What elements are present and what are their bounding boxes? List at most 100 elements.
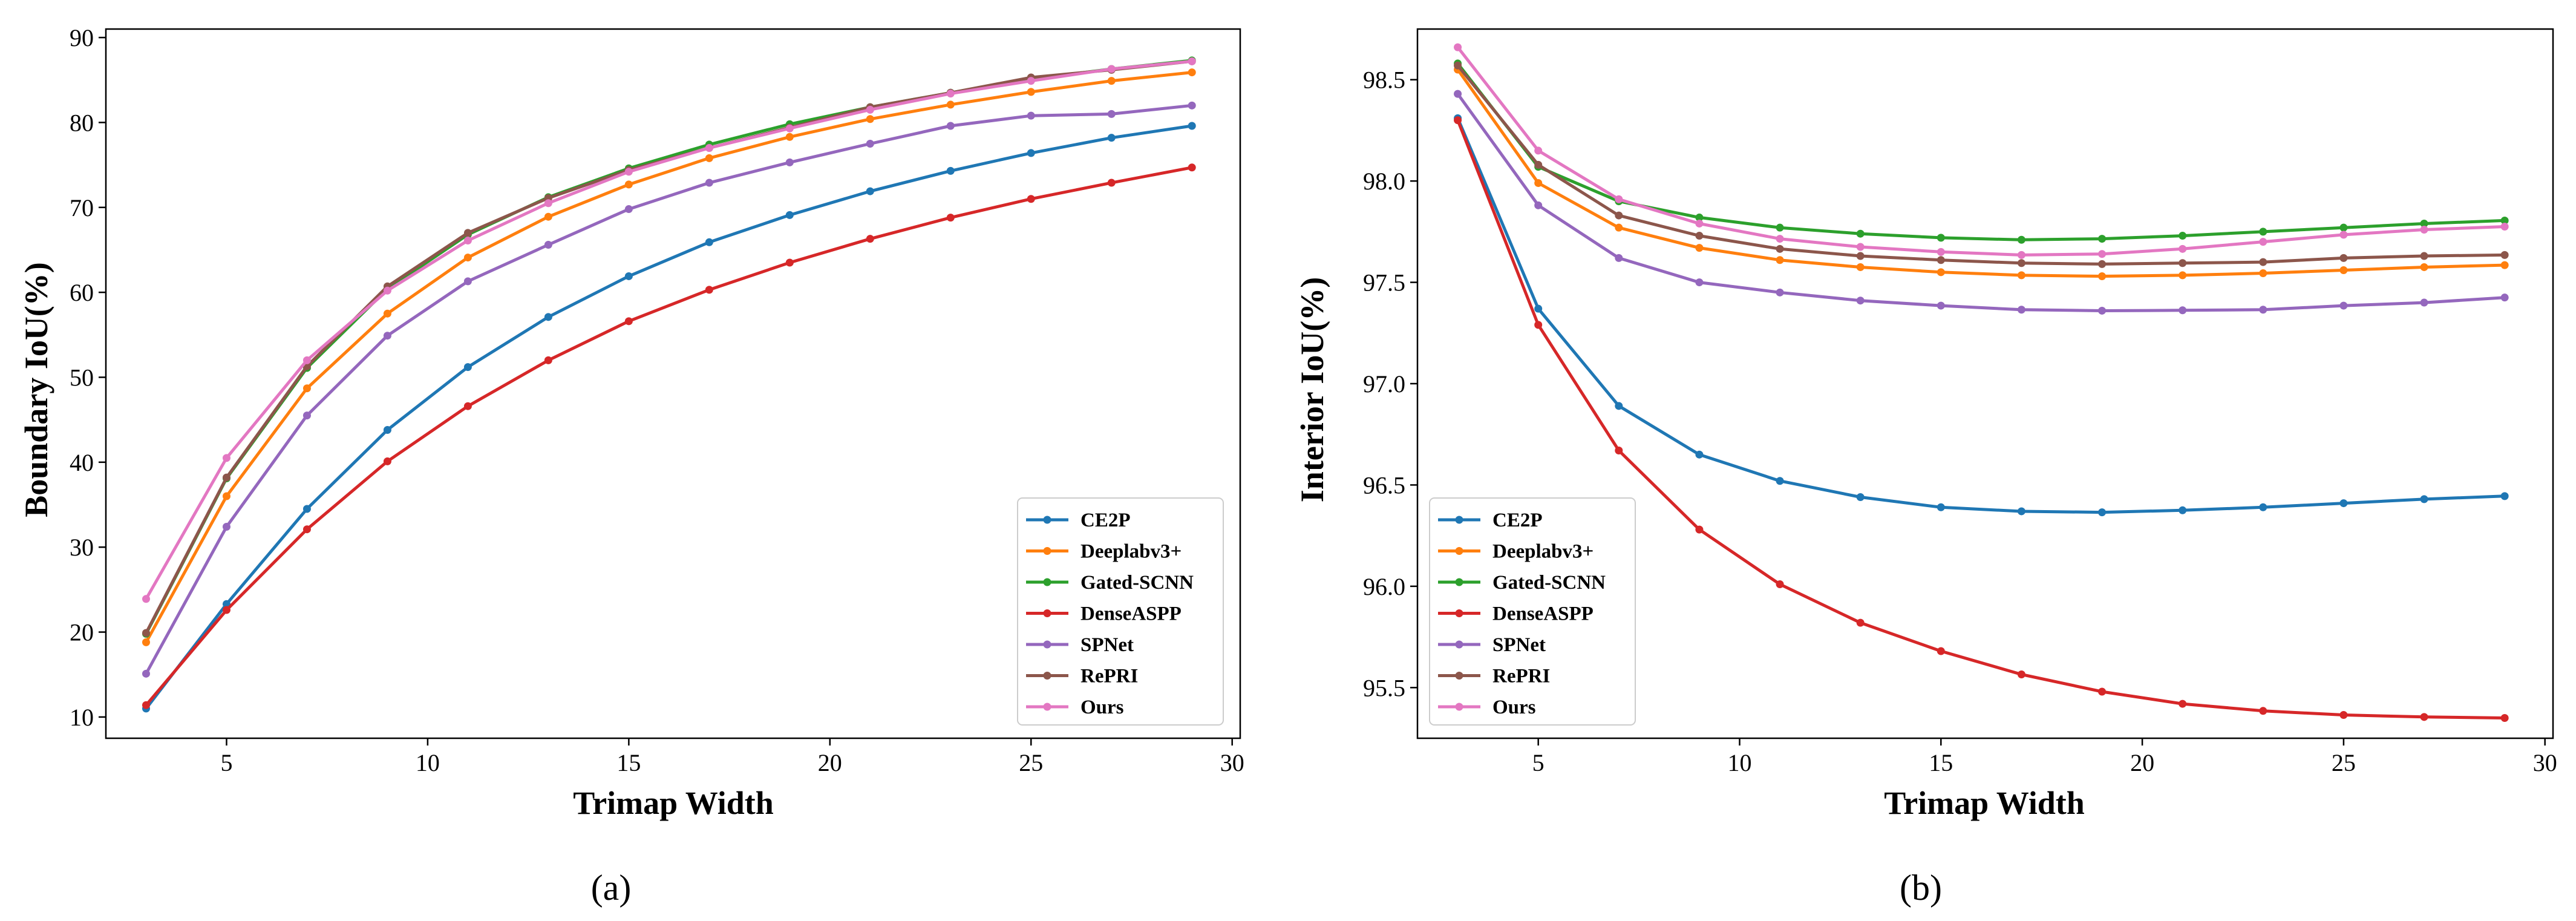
data-point-gated-scnn-b [2017, 235, 2025, 244]
data-point-gated-scnn-b [2500, 216, 2509, 225]
legend-label-gated-scnn-a: Gated-SCNN [1080, 572, 1194, 594]
legend-marker-deeplabv3--b [1455, 547, 1463, 555]
data-point-ce2p-b [2339, 499, 2348, 508]
data-point-repri-b [2420, 252, 2428, 260]
x-tick-label-b: 10 [1727, 749, 1751, 776]
y-tick-label-a: 80 [70, 109, 94, 136]
legend-label-repri-a: RePRI [1080, 666, 1138, 687]
data-point-spnet-b [2500, 293, 2509, 302]
data-point-ce2p-b [2259, 503, 2267, 511]
legend-box-b [1429, 497, 1636, 726]
legend-marker-ce2p-a [1043, 516, 1051, 524]
data-point-ours-b [1937, 247, 1945, 256]
x-tick-label-b: 5 [1532, 749, 1545, 776]
data-point-repri-b [2500, 251, 2509, 259]
data-point-ours-b [1534, 146, 1543, 155]
data-point-spnet-b [1615, 254, 1623, 262]
y-tick-label-b: 95.5 [1363, 674, 1405, 701]
data-point-ours-b [2017, 251, 2025, 259]
data-point-deeplabv3--b [2098, 272, 2107, 281]
data-point-spnet-b [2098, 306, 2107, 315]
legend-label-ours-a: Ours [1080, 696, 1124, 718]
legend-label-deeplabv3--b: Deeplabv3+ [1492, 541, 1594, 563]
data-point-ce2p-b [2017, 507, 2025, 516]
data-point-denseaspp-b [1695, 525, 1704, 534]
data-point-ours-b [1776, 235, 1784, 243]
data-point-denseaspp-a [544, 356, 552, 364]
data-point-denseaspp-a [705, 286, 713, 294]
data-point-ours-a [463, 236, 472, 244]
legend-marker-ours-a [1043, 703, 1051, 711]
x-tick-label-b: 15 [1929, 749, 1953, 776]
data-point-ours-b [2098, 250, 2107, 258]
data-point-repri-b [1695, 232, 1704, 240]
data-point-deeplabv3--a [624, 180, 633, 189]
data-point-gated-scnn-b [2259, 228, 2267, 236]
data-point-deeplabv3--a [142, 638, 150, 646]
series-line-ce2p-a [145, 124, 1192, 710]
data-point-ours-a [544, 199, 552, 208]
data-point-denseaspp-a [785, 258, 794, 267]
y-tick-label-b: 98.0 [1363, 168, 1405, 195]
data-point-repri-b [1776, 244, 1784, 253]
data-point-denseaspp-a [1107, 179, 1116, 187]
data-point-ours-b [1856, 243, 1865, 251]
data-point-deeplabv3--a [383, 309, 391, 318]
data-point-spnet-a [866, 139, 874, 148]
y-tick-label-b: 96.5 [1363, 471, 1405, 499]
y-axis-title-b: Interior IoU(%) [1294, 277, 1330, 502]
data-point-deeplabv3--a [866, 115, 874, 123]
data-point-repri-b [1937, 256, 1945, 264]
legend-marker-deeplabv3--a [1043, 547, 1051, 555]
x-tick-label-a: 10 [416, 749, 440, 776]
data-point-repri-b [2339, 254, 2348, 262]
data-point-denseaspp-a [624, 317, 633, 326]
legend-marker-ours-b [1455, 703, 1463, 711]
data-point-denseaspp-a [383, 457, 391, 465]
data-point-repri-b [2098, 260, 2107, 268]
legend-label-ce2p-b: CE2P [1492, 510, 1543, 531]
data-point-spnet-a [222, 523, 230, 531]
data-point-ce2p-b [2420, 495, 2428, 503]
data-point-ce2p-b [1856, 493, 1865, 502]
data-point-ce2p-a [705, 238, 713, 246]
data-point-denseaspp-a [1188, 163, 1196, 172]
x-tick-label-a: 30 [1220, 749, 1244, 776]
data-point-gated-scnn-b [1856, 229, 1865, 238]
data-point-deeplabv3--b [2500, 261, 2509, 269]
data-point-ce2p-a [1188, 122, 1196, 130]
data-point-ce2p-a [544, 313, 552, 321]
legend-label-gated-scnn-b: Gated-SCNN [1492, 572, 1606, 594]
data-point-ours-a [302, 356, 311, 364]
data-point-ours-b [1695, 219, 1704, 228]
data-point-ours-a [946, 90, 955, 98]
data-point-repri-b [1615, 211, 1623, 220]
data-point-ce2p-a [624, 272, 633, 280]
x-tick-label-b: 30 [2533, 749, 2557, 776]
data-point-denseaspp-b [2259, 707, 2267, 715]
data-point-denseaspp-b [2017, 670, 2025, 679]
legend-marker-repri-a [1043, 672, 1051, 680]
data-point-deeplabv3--b [2420, 263, 2428, 271]
x-tick-label-a: 25 [1019, 749, 1043, 776]
y-tick-label-a: 20 [70, 619, 94, 646]
series-line-spnet-a [145, 103, 1192, 675]
legend-marker-spnet-a [1043, 640, 1051, 649]
data-point-deeplabv3--a [302, 384, 311, 393]
data-point-spnet-a [946, 122, 955, 130]
legend-marker-gated-scnn-b [1455, 578, 1463, 586]
data-point-ours-b [1454, 43, 1462, 51]
data-point-gated-scnn-b [2339, 223, 2348, 232]
data-point-ce2p-b [1776, 477, 1784, 485]
data-point-deeplabv3--b [2339, 266, 2348, 274]
data-point-denseaspp-b [2179, 700, 2187, 708]
y-tick-label-a: 30 [70, 534, 94, 561]
data-point-spnet-a [463, 277, 472, 286]
data-point-spnet-b [1534, 201, 1543, 209]
data-point-ours-a [866, 105, 874, 114]
data-point-ours-a [1027, 77, 1035, 85]
data-point-gated-scnn-b [1695, 213, 1704, 221]
data-point-deeplabv3--b [2017, 271, 2025, 280]
legend-label-spnet-a: SPNet [1080, 634, 1134, 656]
x-axis-title-a: Trimap Width [573, 785, 774, 821]
